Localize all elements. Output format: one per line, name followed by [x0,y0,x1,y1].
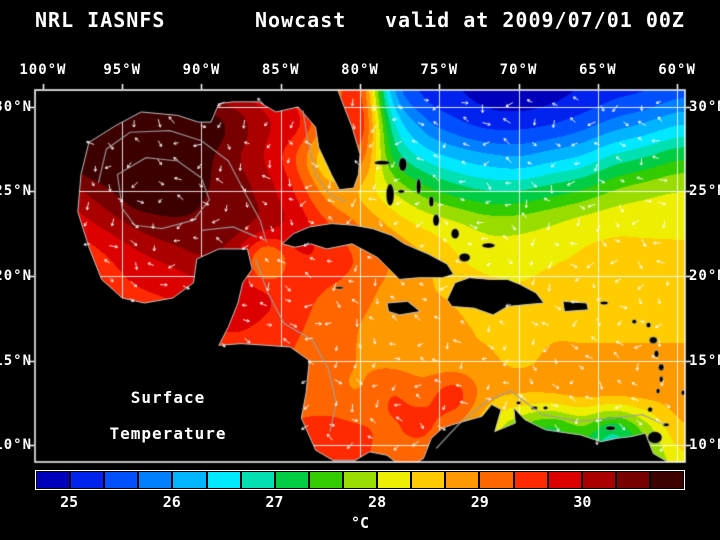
lat-tick-label: 30°N [689,98,720,115]
surface-label: Surface [130,388,206,407]
nowcast-label: Nowcast [255,8,347,32]
colorbar-tick-label: 27 [265,493,284,511]
colorbar-tick-label: 25 [60,493,79,511]
valid-time-label: valid at 2009/07/01 00Z [385,8,685,32]
lon-tick-label: 100°W [19,62,67,78]
lat-tick-label: 15°N [689,352,720,369]
colorbar-cell [650,472,684,488]
colorbar-cell [548,472,581,488]
lat-tick-label: 25°N [689,183,720,200]
lon-tick-label: 75°W [420,62,459,78]
colorbar-tick-label: 29 [470,493,489,511]
colorbar-cell [309,472,342,488]
colorbar-cell [105,472,138,488]
colorbar-cell [514,472,547,488]
colorbar-cell [378,472,411,488]
colorbar-tick-label: 28 [368,493,387,511]
colorbar-cell [37,472,70,488]
colorbar-cell [139,472,172,488]
colorbar-cell [480,472,513,488]
model-name-label: NRL IASNFS [35,8,166,32]
colorbar-tick-label: 26 [162,493,181,511]
colorbar-cell [616,472,649,488]
colorbar-cell [582,472,615,488]
lon-tick-label: 85°W [261,62,300,78]
colorbar-tick-label: 30 [573,493,592,511]
lat-tick-label: 25°N [0,183,32,200]
lon-tick-label: 65°W [578,62,617,78]
lon-tick-label: 70°W [499,62,538,78]
lat-tick-label: 10°N [689,437,720,454]
colorbar-cell [207,472,240,488]
colorbar-unit-label: °C [350,514,370,532]
colorbar-cell [71,472,104,488]
colorbar-cell [241,472,274,488]
colorbar-cell [412,472,445,488]
lat-tick-label: 10°N [0,437,32,454]
colorbar [35,470,685,490]
lon-tick-label: 90°W [182,62,221,78]
lon-tick-label: 80°W [341,62,379,78]
lat-tick-label: 30°N [0,98,32,115]
lon-tick-label: 60°W [658,62,696,78]
lat-tick-label: 20°N [0,268,32,284]
temperature-label: Temperature [109,424,227,443]
colorbar-cell [173,472,206,488]
lat-tick-label: 15°N [0,352,32,369]
colorbar-cell [446,472,479,488]
colorbar-cell [343,472,377,488]
lon-tick-label: 95°W [103,62,142,78]
colorbar-cell [275,472,308,488]
lat-tick-label: 20°N [689,268,720,284]
